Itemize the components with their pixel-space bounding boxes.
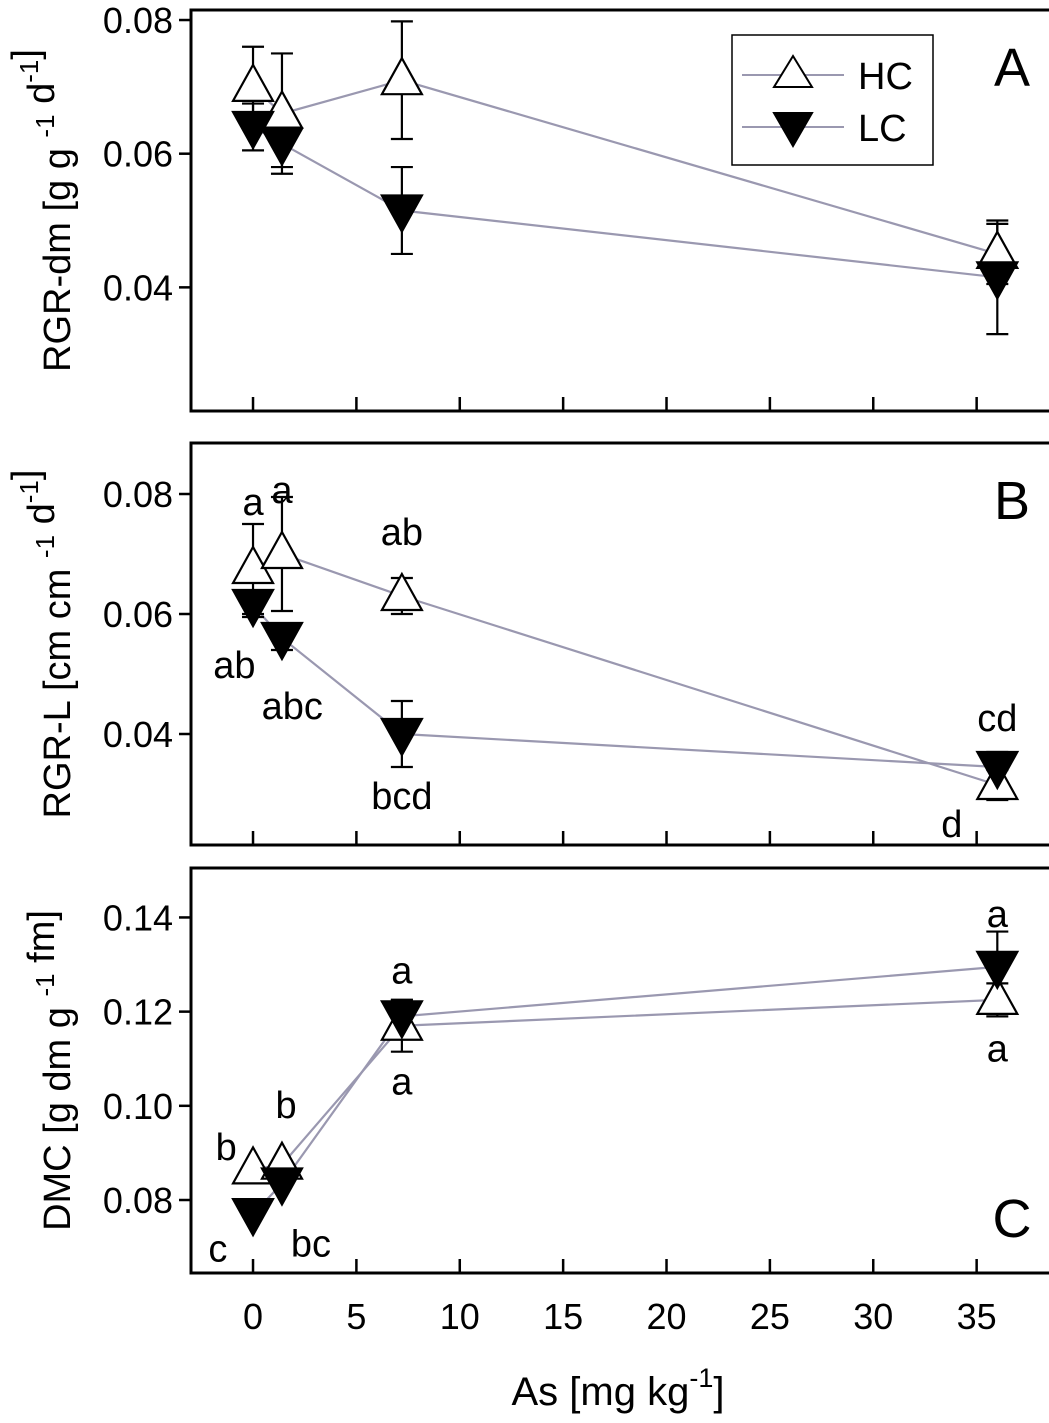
x-tick-label: 15: [543, 1296, 583, 1337]
panel-letter-a: A: [994, 38, 1030, 98]
significance-letter: d: [941, 804, 962, 846]
y-axis-label: RGR-dm [g g -1 d-1]: [5, 49, 79, 372]
y-tick-label: 0.06: [103, 134, 173, 175]
series-line-hc: [252, 552, 998, 787]
panel-c-frame: [189, 866, 1049, 1275]
y-tick-label: 0.12: [103, 992, 173, 1033]
marker-lc: [231, 588, 275, 629]
panel-a-frame: [189, 8, 1049, 413]
significance-letter: abc: [262, 686, 323, 728]
marker-hc: [975, 975, 1020, 1015]
y-tick-label: 0.04: [103, 267, 173, 308]
significance-letter: a: [242, 482, 264, 524]
marker-lc: [975, 261, 1020, 301]
marker-lc: [975, 950, 1020, 991]
x-tick-label: 35: [957, 1296, 997, 1337]
series-line-hc: [252, 998, 998, 1171]
significance-letter: ab: [381, 512, 423, 554]
panel-b: 0.04 0.06 0.08 RGR-L [cm cm -1 d-1] Ba a ab d ab…: [5, 441, 1049, 847]
marker-hc: [231, 1145, 275, 1185]
legend-box: [731, 34, 934, 166]
significance-letter: b: [216, 1127, 237, 1169]
legend-hc-label: HC: [858, 56, 913, 98]
legend-lc-marker: [772, 112, 814, 149]
y-tick-label: 0.04: [103, 714, 173, 755]
marker-lc: [260, 621, 304, 662]
significance-letter: a: [271, 470, 293, 512]
panel-letter-c: C: [993, 1189, 1032, 1249]
legend-hc-marker: [772, 54, 814, 88]
panel-c: 0.08 0.10 0.12 0.14 0 5 10 15 20 25 30 35 DMC [g dm …: [21, 866, 1049, 1337]
x-axis-label: As [mg kg-1]: [512, 1363, 725, 1414]
significance-letter: b: [276, 1085, 297, 1127]
significance-letter: a: [987, 1028, 1009, 1070]
x-tick-label: 20: [646, 1296, 686, 1337]
x-tick-label: 25: [750, 1296, 790, 1337]
y-axis-label: RGR-L [cm cm -1 d-1]: [5, 470, 79, 819]
marker-hc: [231, 62, 275, 102]
marker-lc: [380, 194, 424, 234]
marker-lc: [380, 717, 424, 758]
marker-lc: [380, 1000, 424, 1040]
x-tick-label: 5: [346, 1296, 366, 1337]
significance-letter: a: [391, 1061, 413, 1103]
significance-letter: bcd: [371, 776, 432, 818]
marker-lc: [260, 127, 304, 167]
y-tick-label: 0.08: [103, 1180, 173, 1221]
significance-letter: ab: [213, 645, 255, 687]
y-tick-label: 0.14: [103, 897, 173, 938]
y-tick-label: 0.06: [103, 594, 173, 635]
panels: 0.04 0.06 0.08 RGR-dm [g g -1 d-1] A 0.04 0.06…: [5, 0, 1049, 1337]
y-tick-label: 0.08: [103, 474, 173, 515]
y-axis-label: DMC [g dm g -1 fm]: [21, 910, 79, 1231]
marker-lc: [260, 1167, 304, 1207]
y-tick-label: 0.10: [103, 1086, 173, 1127]
legend: HC LC: [731, 34, 934, 166]
x-tick-label: 10: [440, 1296, 480, 1337]
panel-b-frame: [189, 441, 1049, 847]
significance-letter: c: [208, 1228, 227, 1270]
y-tick-label: 0.08: [103, 0, 173, 41]
marker-lc: [975, 750, 1020, 791]
x-tick-label: 30: [853, 1296, 893, 1337]
significance-letter: a: [987, 894, 1009, 936]
marker-hc: [380, 55, 424, 96]
series-line-lc: [252, 604, 998, 769]
x-tick-label: 0: [243, 1296, 263, 1337]
panel-letter-b: B: [994, 471, 1030, 531]
legend-lc-label: LC: [858, 108, 907, 150]
significance-letter: a: [391, 951, 413, 993]
panel-a: 0.04 0.06 0.08 RGR-dm [g g -1 d-1] A: [5, 0, 1049, 413]
marker-hc: [380, 571, 424, 612]
marker-hc: [260, 529, 304, 570]
significance-letter: cd: [977, 698, 1017, 740]
significance-letter: bc: [291, 1224, 331, 1266]
marker-lc: [231, 1198, 275, 1238]
